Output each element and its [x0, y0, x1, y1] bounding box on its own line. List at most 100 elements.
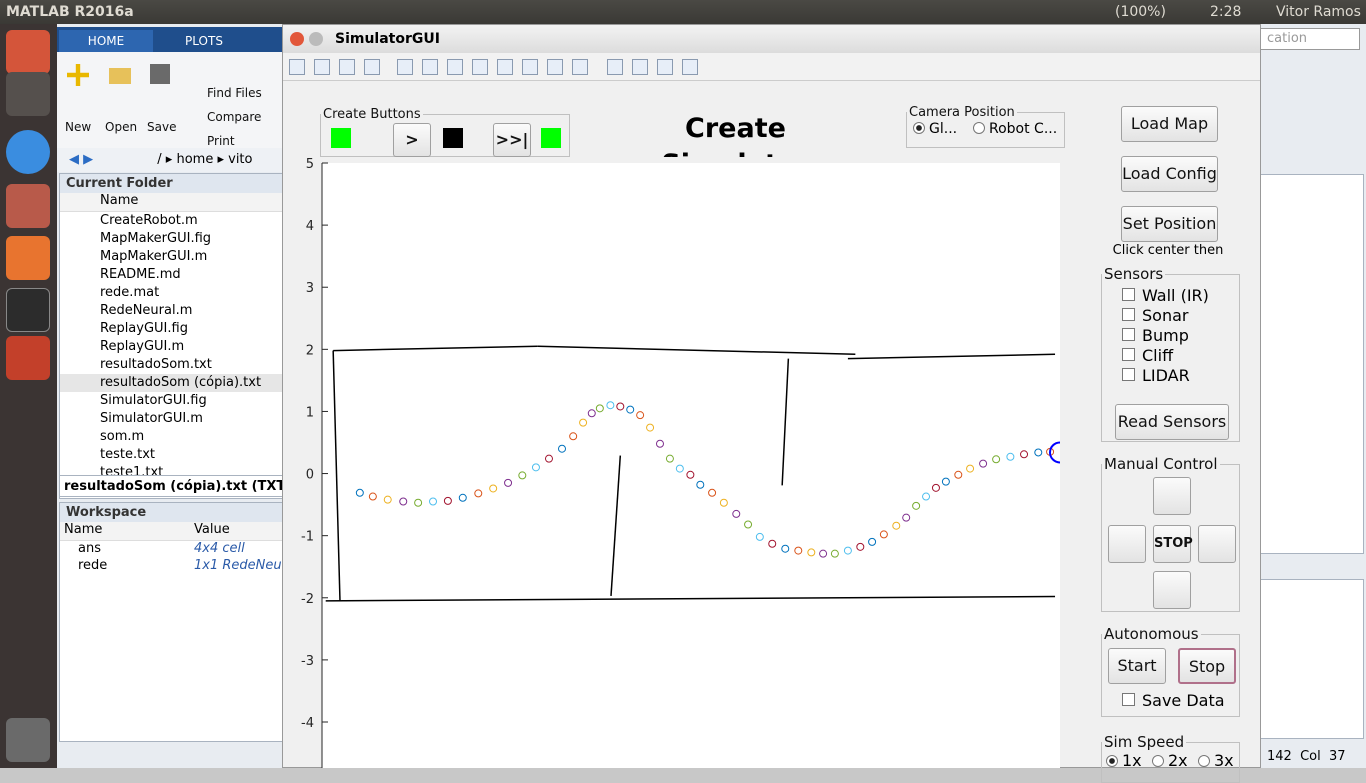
plot-area	[322, 163, 1060, 768]
radio[interactable]: 1x	[1106, 751, 1142, 770]
load-map-button[interactable]: Load Map	[1121, 106, 1218, 142]
checkbox[interactable]: LIDAR	[1122, 366, 1190, 385]
toolbar-icon[interactable]	[472, 59, 488, 75]
toolbar-icon[interactable]	[289, 59, 305, 75]
radio[interactable]: 2x	[1152, 751, 1188, 770]
toolbar-icon[interactable]	[632, 59, 648, 75]
checkbox[interactable]: Save Data	[1122, 691, 1225, 710]
file-item[interactable]: ReplayGUI.m	[100, 339, 185, 354]
checkbox[interactable]: Wall (IR)	[1122, 286, 1209, 305]
stop-button[interactable]: STOP	[1153, 525, 1193, 563]
software-icon[interactable]	[6, 236, 50, 280]
window-title: SimulatorGUI	[335, 31, 440, 47]
skip-button[interactable]: >>|	[493, 123, 531, 157]
autonomous-stop-button[interactable]: Stop	[1178, 648, 1236, 684]
file-item[interactable]: README.md	[100, 267, 181, 282]
search-box[interactable]: cation	[1260, 28, 1360, 50]
radio[interactable]: 3x	[1198, 751, 1234, 770]
start-button[interactable]: Start	[1108, 648, 1166, 684]
back-button[interactable]	[1153, 571, 1191, 609]
radio[interactable]: Gl...	[913, 121, 957, 137]
button-label[interactable]: Find Files	[207, 86, 262, 100]
files-icon[interactable]	[6, 184, 50, 228]
toolbar-icon[interactable]	[607, 59, 623, 75]
toolbar-icon[interactable]	[447, 59, 463, 75]
column-header: Name Value	[60, 522, 282, 541]
wall	[332, 350, 341, 601]
file-item[interactable]: MapMakerGUI.m	[100, 249, 208, 264]
hint: Click center then	[1112, 243, 1224, 258]
dash-icon[interactable]	[6, 30, 50, 74]
minimize-button[interactable]	[309, 32, 323, 46]
panel-title: Workspace	[60, 503, 282, 522]
trajectory-point	[368, 492, 377, 501]
trajectory-point	[931, 483, 940, 492]
trash-icon[interactable]	[6, 718, 50, 762]
checkbox[interactable]: Bump	[1122, 326, 1189, 345]
details-bar: resultadoSom (cópia).txt (TXT	[59, 475, 283, 497]
trajectory-point	[474, 489, 483, 498]
toolbar-icon[interactable]	[682, 59, 698, 75]
read-sensors-button[interactable]: Read Sensors	[1115, 404, 1229, 440]
trajectory-point	[1006, 452, 1015, 461]
forward-button[interactable]	[1153, 477, 1191, 515]
close-button[interactable]	[290, 32, 304, 46]
workspaces-icon[interactable]	[6, 72, 50, 116]
toolbar-icon[interactable]	[314, 59, 330, 75]
checkbox[interactable]: Sonar	[1122, 306, 1188, 325]
path-part[interactable]: home	[176, 152, 214, 167]
toolbar-icon[interactable]	[522, 59, 538, 75]
group-title: Manual Control	[1104, 455, 1218, 473]
nav-arrows[interactable]: ◀ ▶	[69, 152, 94, 167]
file-item[interactable]: ReplayGUI.fig	[100, 321, 188, 336]
button-label[interactable]: Compare	[207, 110, 262, 124]
file-item[interactable]: RedeNeural.m	[100, 303, 193, 318]
file-item[interactable]: som.m	[100, 429, 145, 444]
trajectory-point	[355, 488, 364, 497]
toolbar-icon[interactable]	[547, 59, 563, 75]
trajectory-point	[504, 478, 513, 487]
sim-speed-group: Sim Speed 1x 2x 3x	[1101, 733, 1240, 783]
status: 142 Col 37	[1267, 749, 1346, 764]
button-label[interactable]: Print	[207, 134, 235, 148]
workspace-row[interactable]: rede 1x1 RedeNeur	[60, 558, 282, 575]
toolbar-icon[interactable]	[422, 59, 438, 75]
tab[interactable]: PLOTS	[185, 34, 223, 48]
file-item[interactable]: resultadoSom (cópia).txt	[60, 374, 282, 392]
file-item[interactable]: rede.mat	[100, 285, 160, 300]
right-button[interactable]	[1198, 525, 1236, 563]
left-button[interactable]	[1108, 525, 1146, 563]
button-label[interactable]: Open	[105, 120, 138, 134]
checkbox[interactable]: Cliff	[1122, 346, 1173, 365]
step-button[interactable]: >	[393, 123, 431, 157]
file-item[interactable]: MapMakerGUI.fig	[100, 231, 212, 246]
map-plot: 5 4 3 2 1 0 -1 -2 -3 -4	[301, 157, 1060, 768]
button-label[interactable]: New	[65, 120, 92, 134]
workspace-row[interactable]: ans 4x4 cell	[60, 541, 282, 558]
radio[interactable]: Robot C...	[973, 121, 1057, 137]
trajectory-point	[912, 501, 921, 510]
file-item[interactable]: resultadoSom.txt	[100, 357, 212, 372]
toolbar-icon[interactable]	[364, 59, 380, 75]
file-item[interactable]: teste.txt	[100, 447, 155, 462]
tab[interactable]: HOME	[59, 30, 153, 52]
file-item[interactable]: SimulatorGUI.m	[100, 411, 203, 426]
trajectory-point	[902, 513, 911, 522]
path-part[interactable]: /	[157, 152, 162, 167]
toolbar-icon[interactable]	[657, 59, 673, 75]
matlab-icon[interactable]	[6, 336, 50, 380]
file-item[interactable]: CreateRobot.m	[100, 213, 198, 228]
trajectory-point	[807, 548, 816, 557]
path-part[interactable]: vito	[228, 152, 253, 167]
title-bar: SimulatorGUI	[283, 25, 1260, 53]
button-label[interactable]: Save	[147, 120, 177, 134]
load-config-button[interactable]: Load Config	[1121, 156, 1218, 192]
toolbar-icon[interactable]	[497, 59, 513, 75]
file-item[interactable]: SimulatorGUI.fig	[100, 393, 207, 408]
chrome-icon[interactable]	[6, 130, 50, 174]
set-position-button[interactable]: Set Position	[1121, 206, 1218, 242]
toolbar-icon[interactable]	[339, 59, 355, 75]
toolbar-icon[interactable]	[397, 59, 413, 75]
toolbar-icon[interactable]	[572, 59, 588, 75]
terminal-icon[interactable]	[6, 288, 50, 332]
